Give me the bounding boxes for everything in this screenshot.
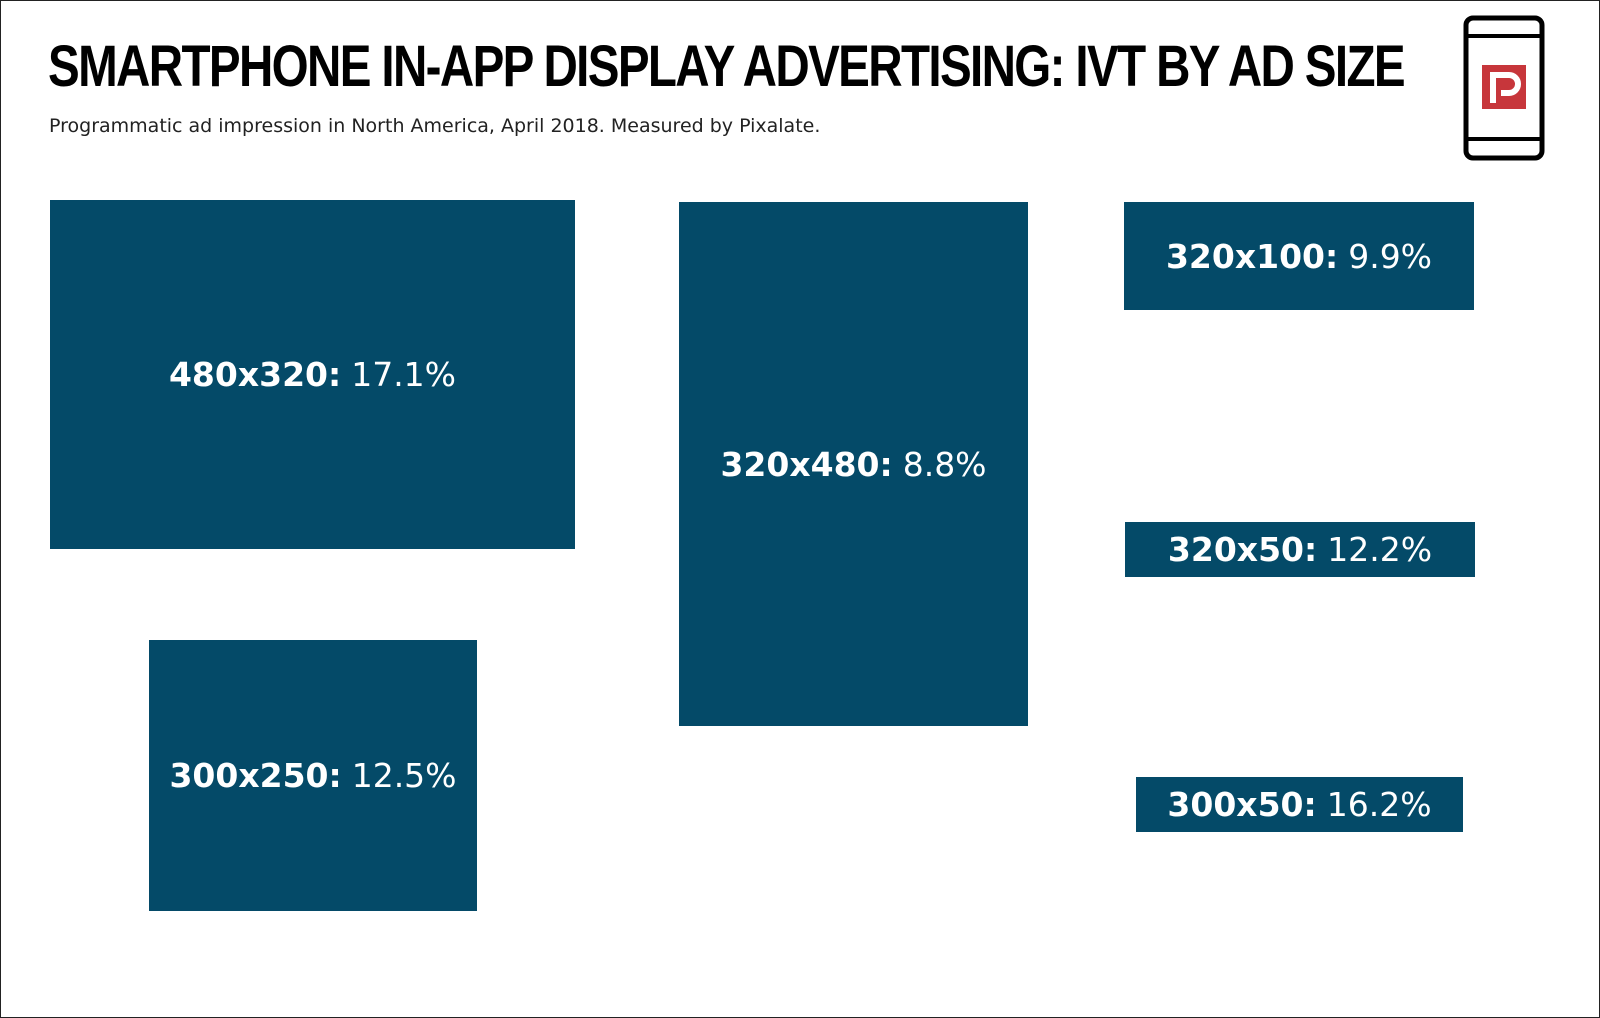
ad-size-label: 320x480: [720, 444, 893, 484]
ivt-value-label: 12.5% [351, 756, 457, 795]
ad-size-tile: 320x50: 12.2% [1125, 522, 1475, 577]
pixalate-phone-logo-icon [1463, 15, 1545, 161]
ivt-value-label: 8.8% [902, 444, 987, 484]
ivt-value-label: 9.9% [1348, 236, 1433, 276]
ad-size-tile: 320x480: 8.8% [679, 202, 1028, 726]
ad-size-label: 300x50: [1167, 785, 1317, 824]
ivt-value-label: 12.2% [1327, 530, 1433, 569]
ad-size-label: 300x250: [169, 756, 342, 795]
page-subtitle: Programmatic ad impression in North Amer… [49, 115, 821, 137]
ivt-value-label: 16.2% [1326, 785, 1432, 824]
ad-size-label: 320x100: [1165, 236, 1339, 276]
page-title: SMARTPHONE IN-APP DISPLAY ADVERTISING: I… [48, 34, 1406, 99]
ivt-value-label: 17.1% [351, 355, 457, 394]
ad-size-tile: 320x100: 9.9% [1124, 202, 1474, 310]
ad-size-tile: 300x250: 12.5% [149, 640, 477, 911]
ad-size-tile: 480x320: 17.1% [50, 200, 575, 549]
ad-size-label: 320x50: [1167, 530, 1318, 569]
ad-size-label: 480x320: [168, 355, 342, 394]
ad-size-tile: 300x50: 16.2% [1136, 777, 1463, 832]
